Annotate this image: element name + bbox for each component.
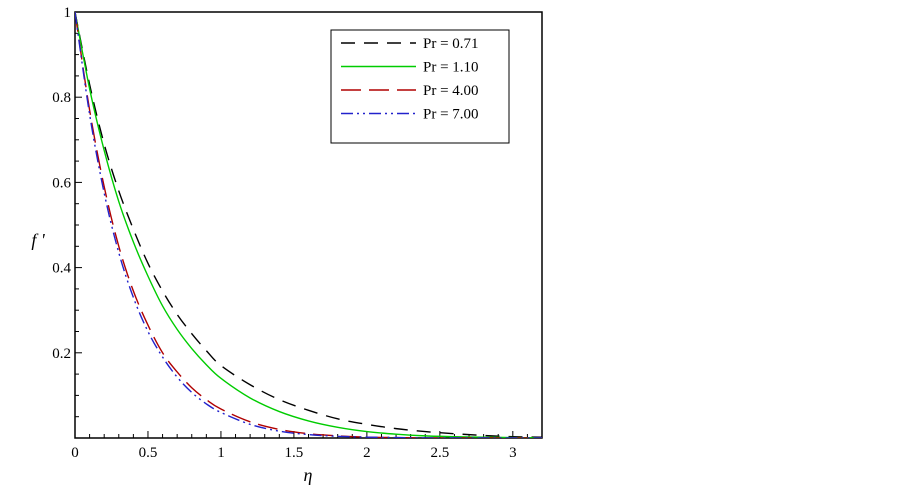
y-axis-ticks: 0.2 0.4 0.6 0.8 1: [52, 5, 82, 418]
x-tick-label: 0: [71, 445, 79, 461]
y-tick-label: 0.6: [52, 175, 71, 191]
x-tick-label: 0.5: [139, 445, 158, 461]
y-tick-label: 0.2: [52, 346, 71, 362]
y-tick-label: 1: [64, 5, 72, 21]
x-tick-label: 1.5: [285, 445, 304, 461]
legend-label-3: Pr = 4.00: [423, 83, 479, 99]
legend-label-1: Pr = 0.71: [423, 36, 479, 52]
x-axis-label: η: [304, 465, 313, 485]
legend: Pr = 0.71 Pr = 1.10 Pr = 4.00 Pr = 7.00: [330, 29, 510, 144]
y-tick-label: 0.8: [52, 90, 71, 106]
series-line-1: [75, 12, 542, 438]
x-tick-label: 2: [363, 445, 371, 461]
x-tick-label: 3: [509, 445, 517, 461]
x-tick-label: 1: [217, 445, 225, 461]
legend-label-4: Pr = 7.00: [423, 107, 479, 123]
legend-label-2: Pr = 1.10: [423, 60, 479, 76]
y-tick-label: 0.4: [52, 261, 71, 277]
series-lines: [75, 12, 542, 438]
series-line-2: [75, 12, 542, 438]
legend-box: [330, 29, 510, 144]
y-axis-label: f ': [31, 230, 46, 250]
x-tick-label: 2.5: [430, 445, 449, 461]
